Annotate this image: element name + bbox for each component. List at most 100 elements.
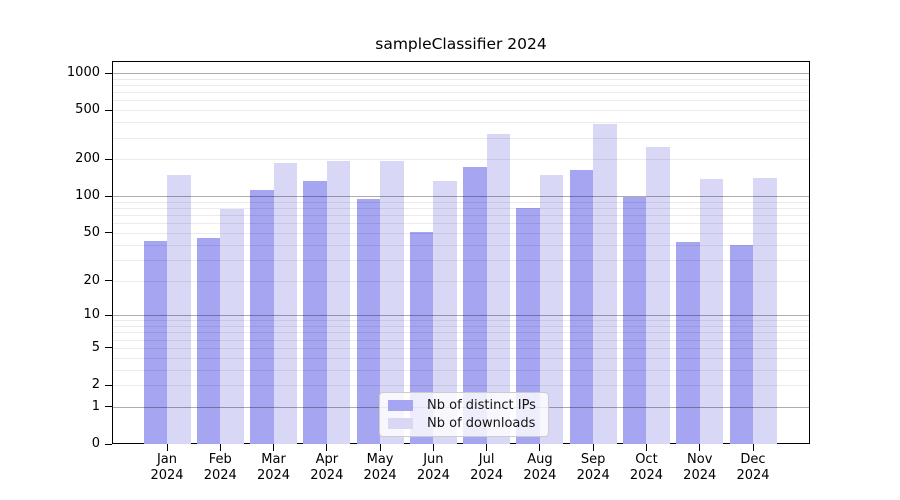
- gridline-minor-70: [113, 215, 809, 217]
- y-tick-label-0: 0: [91, 436, 100, 451]
- bar-downloads-mar: [273, 162, 298, 444]
- x-tick-year: 2024: [523, 468, 557, 483]
- gridline-minor-40: [113, 244, 809, 246]
- y-tick-mark-20: [105, 280, 112, 281]
- x-tick-month: Apr: [315, 452, 339, 467]
- gridline-minor-6: [113, 339, 809, 341]
- x-tick-mark-may: [379, 444, 381, 451]
- y-tick-mark-1: [105, 406, 112, 408]
- x-tick-mark-jul: [486, 444, 488, 451]
- gridline-minor-2: [113, 385, 809, 386]
- gridline-minor-500: [113, 110, 809, 112]
- x-tick-label-jan: Jan 2024: [137, 452, 197, 484]
- bar-distinct-ips-jun: [409, 231, 434, 444]
- x-tick-label-nov: Nov 2024: [670, 452, 730, 484]
- x-tick-year: 2024: [310, 468, 344, 483]
- gridline-major-10: [113, 315, 809, 317]
- y-tick-mark-500: [105, 109, 112, 111]
- legend-label-distinct-ips: Nb of distinct IPs: [427, 398, 536, 413]
- gridline-minor-30: [113, 259, 809, 261]
- x-tick-year: 2024: [416, 468, 450, 483]
- bar-distinct-ips-aug: [516, 208, 540, 444]
- legend: Nb of distinct IPs Nb of downloads: [379, 392, 549, 437]
- gridline-minor-800: [113, 84, 809, 86]
- x-tick-month: Dec: [740, 452, 766, 467]
- bar-distinct-ips-jul: [463, 166, 487, 444]
- x-tick-month: Aug: [527, 452, 553, 467]
- x-tick-label-oct: Oct 2024: [616, 452, 676, 484]
- x-tick-month: Jan: [156, 452, 178, 467]
- x-tick-year: 2024: [736, 468, 770, 483]
- x-tick-month: Sep: [580, 452, 606, 467]
- bar-downloads-nov: [699, 178, 724, 444]
- bar-downloads-oct: [646, 146, 670, 444]
- gridline-minor-200: [113, 159, 809, 161]
- x-tick-month: May: [366, 452, 394, 467]
- x-tick-year: 2024: [363, 468, 397, 483]
- y-tick-mark-0: [105, 443, 112, 445]
- gridline-minor-8: [113, 326, 809, 327]
- gridline-minor-9: [113, 320, 809, 322]
- bar-downloads-jan: [167, 174, 191, 444]
- x-tick-mark-dec: [752, 444, 754, 451]
- y-tick-mark-1000: [105, 72, 112, 74]
- y-tick-label-1: 1: [91, 398, 100, 414]
- bar-downloads-feb: [220, 208, 244, 444]
- gridline-minor-90: [113, 201, 809, 203]
- bar-downloads-apr: [326, 160, 351, 444]
- bar-downloads-jun: [433, 180, 457, 444]
- x-tick-mark-sep: [592, 444, 594, 451]
- y-tick-mark-5: [105, 347, 112, 349]
- legend-item-downloads: Nb of downloads: [388, 416, 540, 431]
- bar-distinct-ips-mar: [250, 189, 274, 444]
- x-tick-mark-feb: [219, 444, 221, 451]
- gridline-minor-400: [113, 122, 809, 124]
- x-tick-month: Nov: [687, 452, 713, 467]
- y-tick-mark-2: [105, 384, 112, 386]
- bar-distinct-ips-may: [356, 198, 381, 444]
- y-tick-mark-50: [105, 232, 112, 234]
- y-tick-label-200: 200: [75, 151, 100, 167]
- gridline-minor-900: [113, 78, 809, 80]
- x-tick-year: 2024: [150, 468, 184, 483]
- chart-title: sampleClassifier 2024: [375, 35, 547, 53]
- gridline-minor-20: [113, 280, 809, 282]
- gridline-major-1000: [113, 73, 809, 74]
- gridline-minor-5: [113, 347, 809, 349]
- gridline-major-100: [113, 196, 809, 198]
- x-tick-mark-aug: [539, 444, 541, 451]
- y-tick-label-2: 2: [91, 377, 100, 392]
- gridline-minor-60: [113, 223, 809, 225]
- x-tick-label-may: May 2024: [350, 452, 410, 484]
- x-tick-label-apr: Apr 2024: [297, 452, 357, 484]
- x-tick-mark-nov: [699, 444, 701, 451]
- y-tick-label-500: 500: [75, 102, 100, 118]
- legend-swatch-downloads: [388, 418, 413, 429]
- bar-downloads-may: [380, 160, 404, 444]
- x-tick-month: Feb: [208, 452, 232, 467]
- y-tick-label-1000: 1000: [66, 65, 100, 80]
- gridline-minor-300: [113, 137, 809, 139]
- y-tick-label-10: 10: [83, 307, 100, 323]
- bar-distinct-ips-jan: [143, 240, 167, 444]
- x-tick-month: Mar: [261, 452, 286, 467]
- x-tick-month: Jul: [478, 452, 495, 467]
- x-tick-label-jul: Jul 2024: [457, 452, 517, 484]
- x-tick-month: Jun: [423, 452, 444, 467]
- x-tick-year: 2024: [683, 468, 717, 483]
- y-tick-mark-10: [105, 314, 112, 316]
- x-tick-label-mar: Mar 2024: [244, 452, 304, 484]
- x-tick-mark-jun: [432, 444, 434, 451]
- x-tick-year: 2024: [256, 468, 291, 483]
- x-tick-mark-apr: [326, 444, 328, 451]
- gridline-minor-600: [113, 100, 809, 102]
- x-tick-mark-mar: [273, 444, 275, 451]
- legend-label-downloads: Nb of downloads: [427, 416, 536, 431]
- x-tick-month: Oct: [635, 452, 658, 467]
- bar-downloads-aug: [539, 174, 564, 444]
- y-tick-label-5: 5: [91, 339, 100, 355]
- gridline-minor-7: [113, 332, 809, 334]
- y-tick-label-100: 100: [75, 188, 100, 204]
- x-tick-year: 2024: [629, 468, 663, 483]
- bar-downloads-sep: [593, 123, 617, 444]
